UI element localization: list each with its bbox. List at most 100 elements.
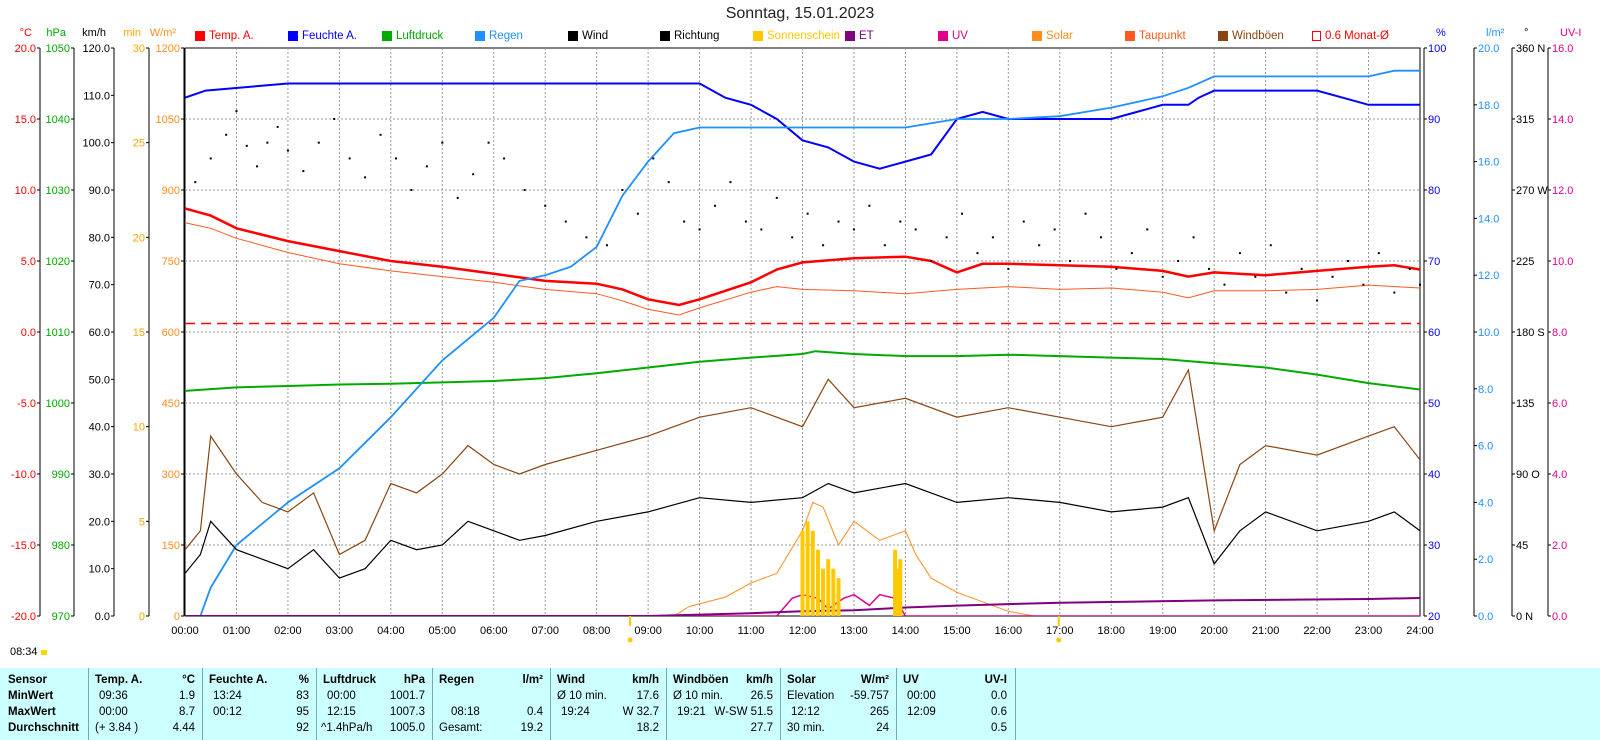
series-point-richtung (276, 125, 279, 128)
series-point-richtung (317, 141, 320, 144)
y-tick-label-left: 15.0 (15, 114, 36, 126)
uv-unit: UV-I (984, 674, 1007, 686)
y-tick-label-left: 30.0 (89, 469, 110, 481)
series-point-richtung (621, 189, 624, 191)
series-point-richtung (209, 157, 212, 160)
rain-total-label: Gesamt: (439, 722, 483, 734)
legend-label: UV (952, 30, 968, 42)
legend-item: UV (938, 30, 968, 42)
press-avg-value: 1005.0 (389, 722, 425, 734)
series-point-richtung (1331, 275, 1334, 278)
legend-swatch (845, 31, 855, 41)
legend-item: Taupunkt (1125, 30, 1186, 42)
x-tick-label: 03:00 (326, 625, 354, 637)
legend-label: ET (859, 30, 874, 42)
y-tick-label-left: 80.0 (89, 232, 110, 244)
y-axis-unit-left: °C (20, 27, 32, 39)
y-tick-label-right: 315 (1516, 114, 1534, 126)
legend-swatch (938, 31, 948, 41)
series-point-richtung (1408, 267, 1411, 270)
y-tick-label-left: 0 (174, 611, 180, 623)
series-bar-sonnenschein (800, 530, 805, 616)
gust-min-value: 26.5 (750, 690, 773, 702)
x-tick-label: 12:00 (789, 625, 817, 637)
legend-label: Sonnenschein (767, 30, 840, 42)
series-line-regen (185, 69, 1420, 616)
series-point-richtung (1208, 267, 1211, 270)
uv-min-time: 00:00 (907, 690, 936, 702)
y-tick-label-left: 60.0 (89, 327, 110, 339)
minwert-label: MinWert (8, 690, 54, 702)
x-tick-label: 09:00 (634, 625, 662, 637)
series-point-richtung (837, 220, 840, 223)
y-tick-label-right: 0 N (1516, 611, 1533, 623)
legend-swatch (475, 31, 485, 41)
series-point-richtung (1393, 291, 1396, 294)
sun-marker-dot (1056, 637, 1062, 643)
press-min-time: 00:00 (327, 690, 356, 702)
legend-item: Solar (1032, 30, 1073, 42)
gust-column: Windböen km/h Ø 10 min. 26.5 19:21 W-SW … (666, 668, 781, 740)
x-tick-label: 07:00 (531, 625, 559, 637)
legend-item: Wind (568, 30, 608, 42)
y-tick-label-right: 60 (1428, 327, 1440, 339)
series-point-richtung (822, 244, 825, 247)
humidity-column: Feuchte A. % 13:24 83 00:12 95 92 (202, 668, 317, 740)
temp-min-value: 1.9 (179, 690, 195, 702)
y-tick-label-left: 300 (162, 469, 180, 481)
y-tick-label-left: 100.0 (82, 138, 110, 150)
series-line-temp-a (185, 207, 1420, 307)
series-point-richtung (266, 141, 269, 144)
x-tick-label: 05:00 (429, 625, 457, 637)
series-bar-sonnenschein (836, 578, 841, 616)
legend-label: Solar (1046, 30, 1073, 42)
y-tick-label-left: 1200 (156, 43, 180, 55)
series-point-richtung (1316, 299, 1319, 302)
series-point-richtung (1084, 212, 1087, 215)
legend-swatch (1032, 31, 1042, 41)
series-point-richtung (245, 144, 248, 147)
x-tick-label: 01:00 (223, 625, 251, 637)
legend-swatch (195, 31, 205, 41)
wind-header: Wind (557, 674, 585, 686)
press-max-value: 1007.3 (389, 706, 425, 718)
series-point-richtung (225, 133, 228, 136)
series-point-richtung (1223, 283, 1226, 286)
x-tick-label: 11:00 (738, 625, 765, 637)
uv-max-time: 12:09 (907, 706, 936, 718)
y-tick-label-left: 0 (139, 611, 145, 623)
y-axis-unit-left: W/m² (150, 27, 177, 39)
press-unit: hPa (403, 674, 425, 686)
series-point-richtung (1346, 260, 1349, 262)
y-tick-label-left: 5.0 (21, 256, 36, 268)
series-point-richtung (744, 220, 747, 223)
series-point-richtung (503, 157, 506, 160)
y-tick-label-right: 14.0 (1478, 213, 1499, 225)
hum-min-value: 83 (296, 690, 309, 702)
series-point-richtung (348, 157, 351, 160)
legend-swatch (382, 31, 392, 41)
y-tick-label-left: 25 (133, 138, 145, 150)
legend-label: Regen (489, 30, 523, 42)
solar-30min-label: 30 min. (787, 722, 825, 734)
y-tick-label-right: 4.0 (1552, 469, 1567, 481)
legend-swatch (568, 31, 578, 41)
y-tick-label-right: 180 S (1516, 327, 1545, 339)
y-tick-label-left: 900 (162, 185, 180, 197)
x-tick-label: 21:00 (1252, 625, 1280, 637)
y-tick-label-left: 20.0 (15, 43, 36, 55)
wind-min-label: Ø 10 min. (557, 690, 607, 702)
y-tick-label-left: 1050 (46, 43, 70, 55)
y-tick-label-right: 12.0 (1552, 185, 1573, 197)
y-tick-label-left: 90.0 (89, 185, 110, 197)
y-tick-label-right: 14.0 (1552, 114, 1573, 126)
y-tick-label-left: 110.0 (83, 90, 110, 102)
x-tick-label: 17:00 (1046, 625, 1074, 637)
y-tick-label-right: 80 (1428, 185, 1440, 197)
gust-unit: km/h (746, 674, 773, 686)
y-tick-label-left: 980 (52, 540, 70, 552)
series-point-richtung (930, 260, 933, 262)
solar-max-time: 12:12 (791, 706, 820, 718)
series-point-richtung (852, 228, 855, 231)
temp-unit: °C (182, 674, 195, 686)
